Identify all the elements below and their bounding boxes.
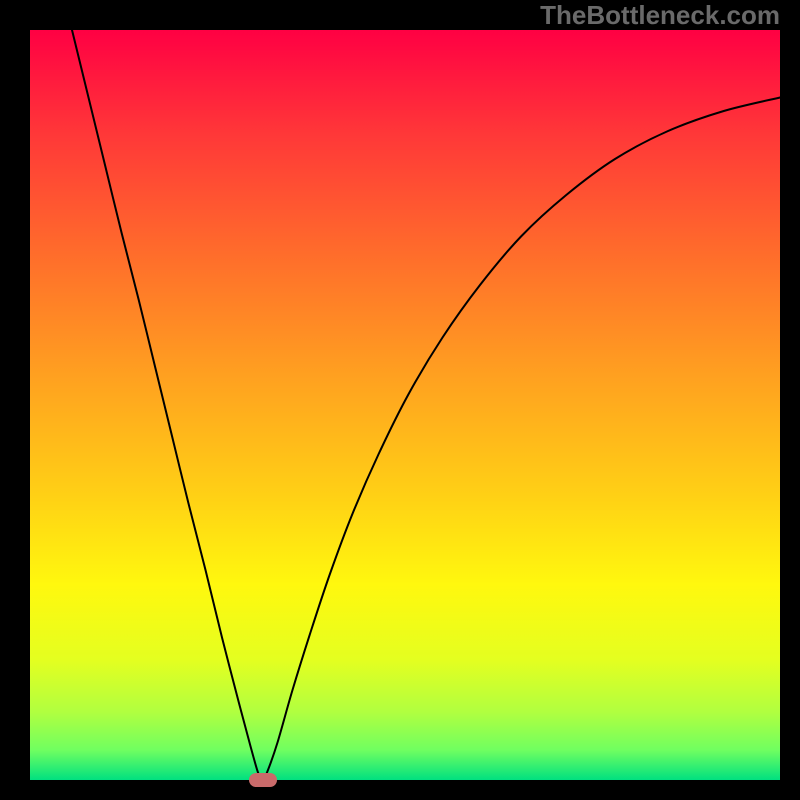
watermark-text: TheBottleneck.com xyxy=(540,0,780,31)
curve-layer xyxy=(0,0,800,800)
optimum-marker xyxy=(249,773,277,787)
chart-container: TheBottleneck.com xyxy=(0,0,800,800)
curve-path xyxy=(72,30,780,780)
